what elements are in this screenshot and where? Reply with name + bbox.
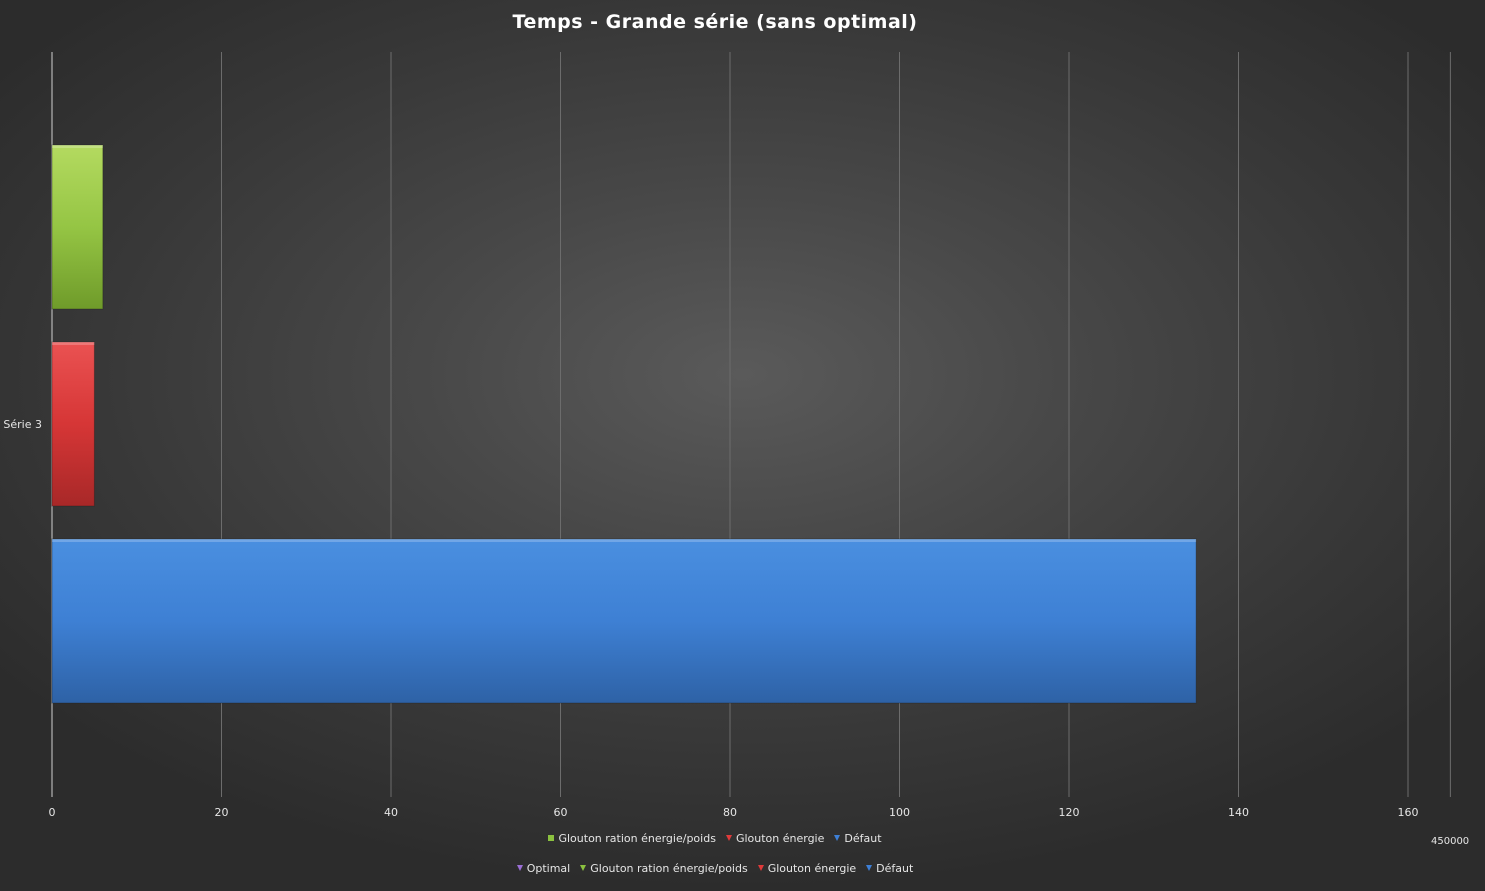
legend2-item-glouton-nergie: Glouton énergie bbox=[757, 862, 857, 875]
bar-highlight bbox=[52, 145, 103, 148]
legend-label: Glouton énergie bbox=[735, 832, 825, 845]
legend2-item-d-faut: Défaut bbox=[866, 862, 913, 875]
legend-label: Défaut bbox=[844, 832, 882, 845]
x-tick-label: 80 bbox=[723, 806, 737, 819]
x-tick-label: 20 bbox=[215, 806, 229, 819]
legend-item-glouton-nergie: Glouton énergie bbox=[725, 832, 825, 845]
legend-label: Glouton énergie bbox=[767, 862, 857, 875]
legend-primary: Glouton ration énergie/poids Glouton éner… bbox=[0, 832, 1430, 845]
legend-label: Glouton ration énergie/poids bbox=[590, 862, 748, 875]
chart-title: Temps - Grande série (sans optimal) bbox=[512, 11, 918, 33]
x-tick-label: 0 bbox=[49, 806, 56, 819]
bar-highlight bbox=[52, 539, 1197, 542]
x-tick-label: 100 bbox=[889, 806, 910, 819]
legend-marker bbox=[725, 835, 732, 841]
legend2-item-optimal: Optimal bbox=[516, 862, 571, 875]
x-tick-label: 40 bbox=[384, 806, 398, 819]
legend2-item-glouton-ration-nergie-poids: Glouton ration énergie/poids bbox=[580, 862, 748, 875]
bar-highlight bbox=[52, 342, 95, 345]
category-label: Série 3 bbox=[3, 418, 42, 431]
category-labels: Série 3 bbox=[3, 418, 42, 431]
legend-item-glouton-ration-nergie-poids: Glouton ration énergie/poids bbox=[548, 832, 716, 845]
legend-marker bbox=[757, 865, 764, 871]
legend-marker bbox=[580, 865, 587, 871]
bar-glouton-nergie bbox=[51, 341, 95, 507]
bar-glouton-ration-nergie-poids bbox=[51, 144, 104, 310]
legend-item-d-faut: Défaut bbox=[834, 832, 882, 845]
bar-d-faut bbox=[51, 538, 1197, 704]
x-tick-labels: 0 20 40 60 80 100 120 140 160 bbox=[49, 806, 1419, 819]
bars bbox=[51, 144, 1197, 704]
x-tick-label: 140 bbox=[1228, 806, 1249, 819]
legend-secondary: Optimal Glouton ration énergie/poids Glout… bbox=[0, 862, 1430, 875]
legend-label: Glouton ration énergie/poids bbox=[558, 832, 716, 845]
x-tick-label: 160 bbox=[1398, 806, 1419, 819]
x-tick-label: 60 bbox=[554, 806, 568, 819]
x-tick-label: 120 bbox=[1059, 806, 1080, 819]
legend-label: Défaut bbox=[876, 862, 914, 875]
legend-label: Optimal bbox=[526, 862, 571, 875]
legend-marker bbox=[516, 865, 523, 871]
legend-marker bbox=[834, 835, 841, 841]
extra-axis-label: 450000 bbox=[1431, 836, 1470, 847]
legend-marker bbox=[866, 865, 873, 871]
legend-marker bbox=[548, 835, 555, 841]
